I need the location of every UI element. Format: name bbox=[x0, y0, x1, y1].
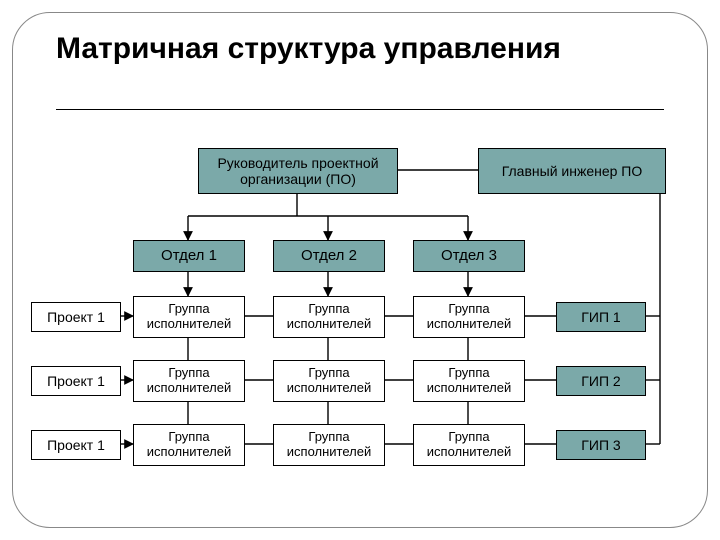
page-title: Матричная структура управления bbox=[56, 32, 616, 67]
box-g13: Группа исполнителей bbox=[413, 296, 525, 338]
box-g12: Группа исполнителей bbox=[273, 296, 385, 338]
box-proj3: Проект 1 bbox=[31, 430, 121, 460]
box-g32: Группа исполнителей bbox=[273, 424, 385, 466]
box-g11: Группа исполнителей bbox=[133, 296, 245, 338]
box-g31: Группа исполнителей bbox=[133, 424, 245, 466]
box-g33: Группа исполнителей bbox=[413, 424, 525, 466]
box-proj1: Проект 1 bbox=[31, 302, 121, 332]
box-gip1: ГИП 1 bbox=[556, 302, 646, 332]
box-g22: Группа исполнителей bbox=[273, 360, 385, 402]
box-head: Руководитель проектной организации (ПО) bbox=[198, 148, 398, 194]
box-g23: Группа исполнителей bbox=[413, 360, 525, 402]
box-proj2: Проект 1 bbox=[31, 366, 121, 396]
box-chief: Главный инженер ПО bbox=[478, 148, 666, 194]
title-underline bbox=[56, 109, 664, 110]
box-g21: Группа исполнителей bbox=[133, 360, 245, 402]
box-dept1: Отдел 1 bbox=[133, 240, 245, 272]
box-gip2: ГИП 2 bbox=[556, 366, 646, 396]
box-dept2: Отдел 2 bbox=[273, 240, 385, 272]
box-gip3: ГИП 3 bbox=[556, 430, 646, 460]
box-dept3: Отдел 3 bbox=[413, 240, 525, 272]
